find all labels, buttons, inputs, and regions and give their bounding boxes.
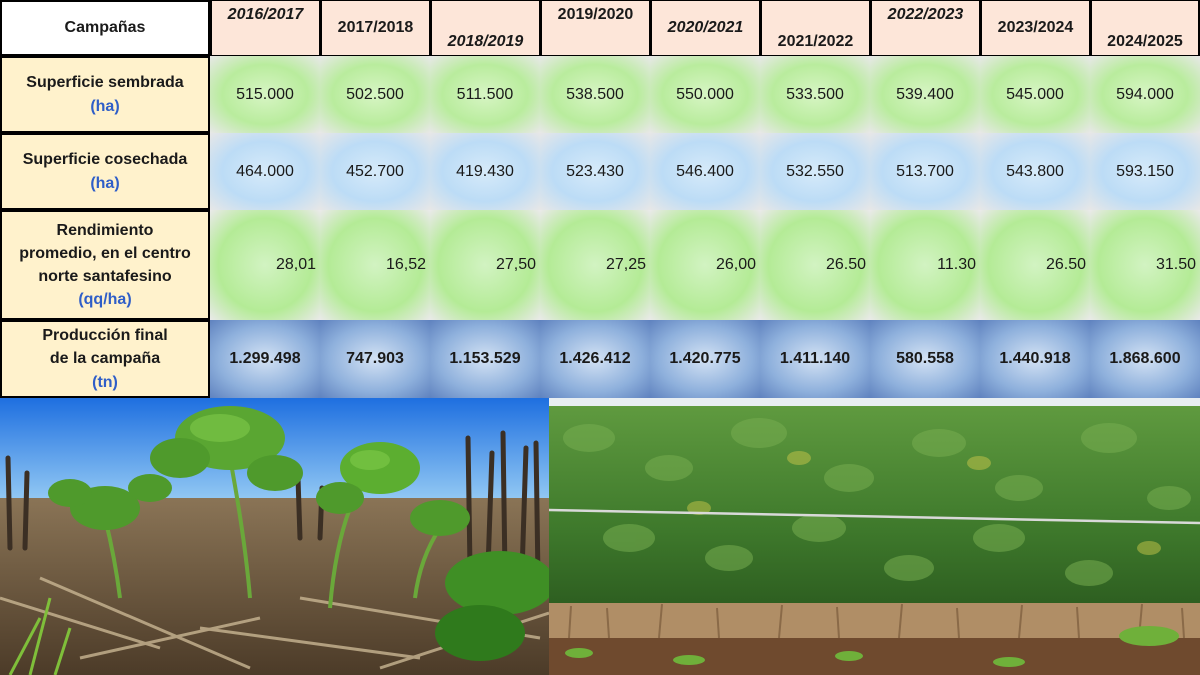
row-label-text: Superficie cosechada bbox=[22, 151, 188, 169]
table-cell: 532.550 bbox=[760, 133, 870, 210]
row-label-text: Superficie sembrada bbox=[26, 74, 184, 92]
table-cell: 502.500 bbox=[320, 56, 430, 133]
table-cell: 16,52 bbox=[320, 210, 430, 320]
row-unit: (qq/ha) bbox=[78, 291, 132, 309]
table-cell: 31.50 bbox=[1090, 210, 1200, 320]
row-unit: (tn) bbox=[92, 373, 118, 391]
campaigns-header: Campañas bbox=[0, 0, 210, 56]
campaign-header: 2020/2021 bbox=[650, 0, 760, 56]
table-cell: 1.868.600 bbox=[1090, 320, 1200, 398]
table-cell: 26,00 bbox=[650, 210, 760, 320]
row-label-text: norte santafesino bbox=[38, 268, 172, 285]
table-cell: 523.430 bbox=[540, 133, 650, 210]
row-label: Superficie cosechada (ha) bbox=[0, 133, 210, 210]
table-cell: 747.903 bbox=[320, 320, 430, 398]
table-cell: 1.153.529 bbox=[430, 320, 540, 398]
table-cell: 580.558 bbox=[870, 320, 980, 398]
table-cell: 594.000 bbox=[1090, 56, 1200, 133]
table-row-yield: Rendimiento promedio, en el centro norte… bbox=[0, 210, 1200, 320]
table-cell: 27,50 bbox=[430, 210, 540, 320]
table-cell: 546.400 bbox=[650, 133, 760, 210]
table-cell: 464.000 bbox=[210, 133, 320, 210]
table-cell: 538.500 bbox=[540, 56, 650, 133]
table-row-production: Producción final de la campaña (tn) 1.29… bbox=[0, 320, 1200, 398]
campaign-header: 2021/2022 bbox=[760, 0, 870, 56]
table-cell: 513.700 bbox=[870, 133, 980, 210]
table-cell: 1.299.498 bbox=[210, 320, 320, 398]
table-cell: 27,25 bbox=[540, 210, 650, 320]
table-cell: 1.420.775 bbox=[650, 320, 760, 398]
row-label-text: Rendimiento bbox=[56, 221, 154, 239]
row-label-text: de la campaña bbox=[49, 350, 161, 368]
row-label: Superficie sembrada (ha) bbox=[0, 56, 210, 133]
table-cell: 26.50 bbox=[760, 210, 870, 320]
row-label-text: promedio, en el centro bbox=[19, 244, 191, 262]
table-cell: 1.411.140 bbox=[760, 320, 870, 398]
table-cell: 593.150 bbox=[1090, 133, 1200, 210]
table-row-sown-area: Superficie sembrada (ha) 515.000 502.500… bbox=[0, 56, 1200, 133]
table-cell: 1.440.918 bbox=[980, 320, 1090, 398]
table-cell: 452.700 bbox=[320, 133, 430, 210]
row-unit: (ha) bbox=[90, 174, 120, 192]
table-cell: 1.426.412 bbox=[540, 320, 650, 398]
table-cell: 11.30 bbox=[870, 210, 980, 320]
row-label: Rendimiento promedio, en el centro norte… bbox=[0, 210, 210, 320]
table-cell: 550.000 bbox=[650, 56, 760, 133]
campaign-header: 2023/2024 bbox=[980, 0, 1090, 56]
soybean-campaign-table: Campañas 2016/2017 2017/2018 2018/2019 2… bbox=[0, 0, 1200, 398]
campaign-header: 2018/2019 bbox=[430, 0, 540, 56]
campaign-header: 2024/2025 bbox=[1090, 0, 1200, 56]
table-cell: 511.500 bbox=[430, 56, 540, 133]
table-cell: 419.430 bbox=[430, 133, 540, 210]
campaign-header: 2017/2018 bbox=[320, 0, 430, 56]
mature-soybean-photo bbox=[549, 398, 1200, 675]
row-label: Producción final de la campaña (tn) bbox=[0, 320, 210, 398]
table-cell: 539.400 bbox=[870, 56, 980, 133]
table-cell: 28,01 bbox=[210, 210, 320, 320]
table-cell: 543.800 bbox=[980, 133, 1090, 210]
seedlings-illustration bbox=[0, 398, 549, 675]
table-cell: 545.000 bbox=[980, 56, 1090, 133]
campaign-header: 2016/2017 bbox=[210, 0, 320, 56]
crop-row-illustration bbox=[549, 398, 1200, 675]
table-cell: 26.50 bbox=[980, 210, 1090, 320]
table-row-harvested-area: Superficie cosechada (ha) 464.000 452.70… bbox=[0, 133, 1200, 210]
campaign-header: 2019/2020 bbox=[540, 0, 650, 56]
campaign-header: 2022/2023 bbox=[870, 0, 980, 56]
row-unit: (ha) bbox=[90, 97, 120, 115]
table-cell: 515.000 bbox=[210, 56, 320, 133]
table-cell: 533.500 bbox=[760, 56, 870, 133]
row-label-text: Producción final bbox=[42, 327, 168, 345]
soybean-seedlings-photo bbox=[0, 398, 549, 675]
table-header-row: Campañas 2016/2017 2017/2018 2018/2019 2… bbox=[0, 0, 1200, 56]
